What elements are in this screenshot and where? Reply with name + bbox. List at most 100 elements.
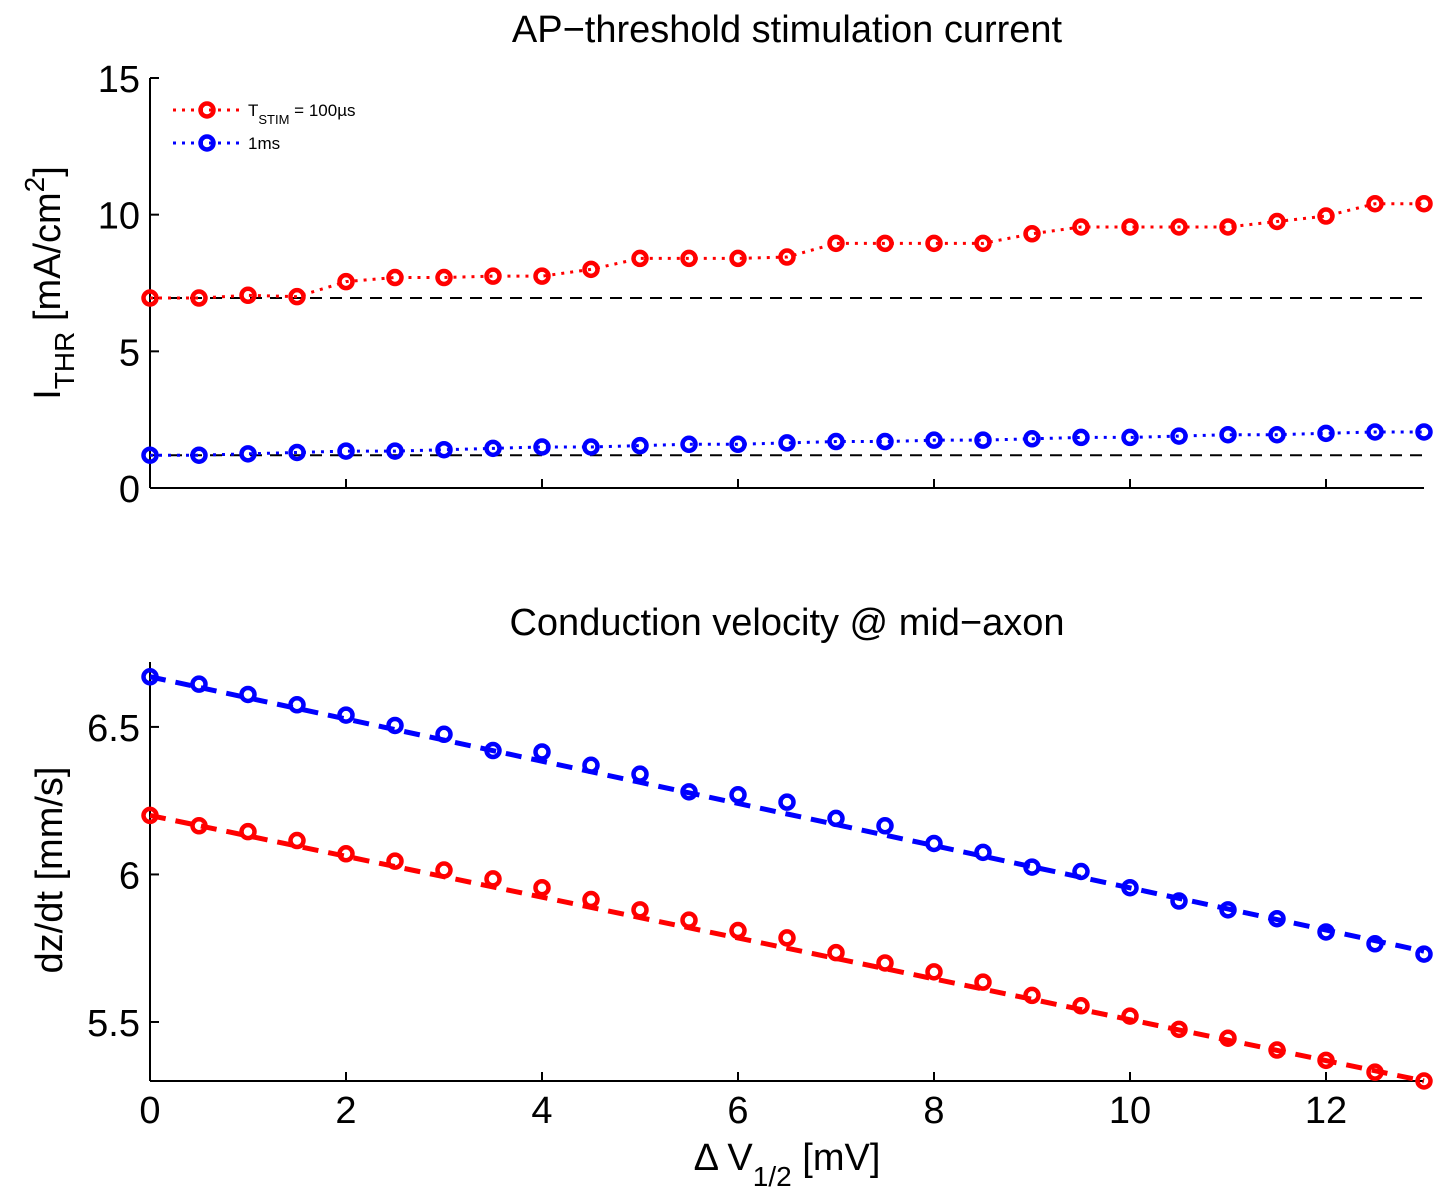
y-tick-label: 6 [119, 855, 140, 897]
data-point [1170, 427, 1188, 445]
x-tick-label: 4 [531, 1090, 552, 1132]
data-point [582, 890, 600, 909]
data-point [288, 287, 306, 306]
data-point [484, 439, 502, 458]
data-point [533, 438, 551, 456]
legend-swatch-1ms-marker [198, 134, 216, 152]
threshold-baselines [150, 297, 1424, 457]
data-point [533, 267, 551, 285]
data-point [239, 445, 257, 463]
data-point [1366, 423, 1384, 441]
legend-swatch-100us-marker [198, 101, 216, 119]
data-point [435, 725, 453, 744]
data-point [1023, 225, 1041, 243]
data-point [1219, 218, 1237, 236]
data-point [1317, 923, 1335, 941]
data-point [1415, 423, 1433, 441]
data-point [778, 248, 796, 266]
data-point [1121, 1007, 1139, 1025]
data-point [1170, 1020, 1188, 1039]
data-point [778, 793, 796, 811]
data-point [827, 432, 845, 451]
fit-line-0 [149, 674, 1425, 954]
data-point [1415, 1072, 1433, 1090]
velocity-x-label: Δ V1/2 [mV] [694, 1137, 881, 1192]
data-point [386, 852, 404, 870]
data-point [1023, 430, 1041, 448]
data-point [1072, 862, 1090, 881]
x-tick-label: 12 [1305, 1090, 1347, 1132]
data-point [631, 901, 649, 919]
data-point [1366, 194, 1384, 213]
velocity-y-ticks: 5.5 6 6.5 [87, 708, 159, 1045]
data-point [1023, 986, 1041, 1005]
data-point [288, 443, 306, 462]
data-point [1121, 218, 1139, 236]
data-point [386, 268, 404, 287]
data-point [827, 809, 845, 828]
data-point [1268, 425, 1286, 444]
data-point [974, 843, 992, 862]
data-point [876, 954, 894, 972]
velocity-title: Conduction velocity @ mid−axon [509, 602, 1064, 644]
data-point [141, 668, 159, 686]
data-point [337, 845, 355, 863]
velocity-x-ticks: 0 2 4 6 8 10 12 [139, 1072, 1347, 1132]
data-point [631, 436, 649, 455]
data-point [925, 963, 943, 981]
data-point [680, 911, 698, 929]
data-point [484, 267, 502, 285]
y-tick-label: 5.5 [87, 1003, 140, 1045]
data-point [435, 440, 453, 459]
x-tick-label: 0 [139, 1090, 160, 1132]
threshold-series [141, 194, 1433, 464]
data-point [1072, 428, 1090, 447]
data-point [1121, 878, 1139, 897]
data-point [1121, 428, 1139, 447]
data-point [190, 446, 208, 464]
data-point [974, 431, 992, 449]
data-point [827, 943, 845, 962]
data-point [1366, 1063, 1384, 1081]
threshold-x-ticks [149, 479, 1327, 488]
data-point [239, 822, 257, 841]
data-point [1317, 1051, 1335, 1070]
data-point [680, 249, 698, 268]
fit-line-1 [149, 812, 1425, 1084]
data-point [533, 878, 551, 897]
x-tick-label: 6 [727, 1090, 748, 1132]
data-point [1366, 935, 1384, 953]
y-tick-label: 5 [119, 332, 140, 374]
x-tick-label: 8 [923, 1090, 944, 1132]
velocity-y-label: dz/dt [mm/s] [29, 767, 71, 974]
threshold-title: AP−threshold stimulation current [512, 9, 1063, 51]
threshold-legend: TSTIM = 100µs 1ms [173, 101, 356, 153]
data-point [827, 234, 845, 253]
data-point [925, 234, 943, 253]
data-point [533, 743, 551, 761]
data-point [1317, 424, 1335, 443]
x-tick-label: 10 [1109, 1090, 1151, 1132]
data-point [876, 234, 894, 253]
velocity-fit-lines [149, 674, 1425, 1084]
data-point [631, 249, 649, 268]
data-point [239, 685, 257, 704]
data-point [288, 831, 306, 850]
data-point [190, 675, 208, 693]
y-tick-label: 0 [119, 469, 140, 511]
data-point [1219, 425, 1237, 444]
data-point [1170, 892, 1188, 910]
y-tick-label: 15 [98, 59, 140, 101]
data-point [925, 834, 943, 853]
data-point [386, 716, 404, 735]
data-point [680, 783, 698, 801]
data-point [729, 786, 747, 804]
data-point [288, 696, 306, 714]
data-point [484, 870, 502, 888]
data-point [974, 973, 992, 991]
data-point [974, 234, 992, 253]
data-point [729, 435, 747, 454]
data-point [1170, 218, 1188, 236]
data-point [680, 435, 698, 454]
